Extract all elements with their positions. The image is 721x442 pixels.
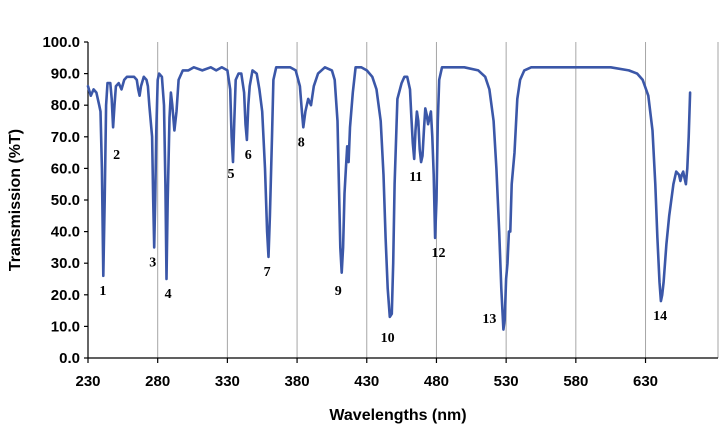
- peak-label: 8: [298, 135, 305, 150]
- peak-label: 4: [165, 287, 172, 302]
- x-tick-label: 480: [424, 373, 449, 390]
- y-tick-label: 90.0: [51, 66, 80, 83]
- x-tick-label: 630: [633, 373, 658, 390]
- peak-label: 1: [99, 284, 106, 299]
- y-tick-label: 50.0: [51, 192, 80, 209]
- axes: [84, 41, 718, 363]
- peak-label: 14: [653, 309, 667, 324]
- y-tick-label: 80.0: [51, 97, 80, 114]
- x-tick-label: 330: [215, 373, 240, 390]
- peak-label: 10: [381, 331, 395, 346]
- y-axis-title: Transmission (%T): [7, 129, 24, 271]
- x-tick-label: 380: [285, 373, 310, 390]
- peak-label: 12: [432, 246, 446, 261]
- y-tick-label: 30.0: [51, 255, 80, 272]
- x-tick-label: 280: [145, 373, 170, 390]
- y-tick-label: 20.0: [51, 287, 80, 304]
- peak-label: 7: [264, 265, 271, 280]
- y-tick-label: 100.0: [42, 34, 80, 51]
- peak-label: 11: [409, 170, 422, 185]
- transmission-series-line: [86, 66, 692, 331]
- grid-lines: [87, 42, 719, 358]
- x-tick-label: 530: [494, 373, 519, 390]
- x-axis-title: Wavelengths (nm): [329, 407, 466, 424]
- y-tick-label: 10.0: [51, 318, 80, 335]
- x-tick-label: 580: [563, 373, 588, 390]
- y-tick-label: 40.0: [51, 224, 80, 241]
- peak-label: 2: [113, 148, 120, 163]
- peak-label: 9: [335, 284, 342, 299]
- x-tick-label: 430: [354, 373, 379, 390]
- series: [86, 66, 692, 331]
- y-tick-label: 0.0: [59, 350, 80, 367]
- peak-label: 13: [482, 312, 496, 327]
- x-tick-labels: 230 280 330 380 430 480 530 580 630: [75, 373, 658, 390]
- x-tick-label: 230: [75, 373, 100, 390]
- y-tick-label: 60.0: [51, 160, 80, 177]
- y-tick-labels: 0.0 10.0 20.0 30.0 40.0 50.0 60.0 70.0 80.0 90.0 1…: [42, 34, 80, 367]
- peak-label: 3: [149, 255, 156, 270]
- y-tick-label: 70.0: [51, 129, 80, 146]
- peak-label: 6: [245, 148, 252, 163]
- peak-label: 5: [228, 167, 235, 182]
